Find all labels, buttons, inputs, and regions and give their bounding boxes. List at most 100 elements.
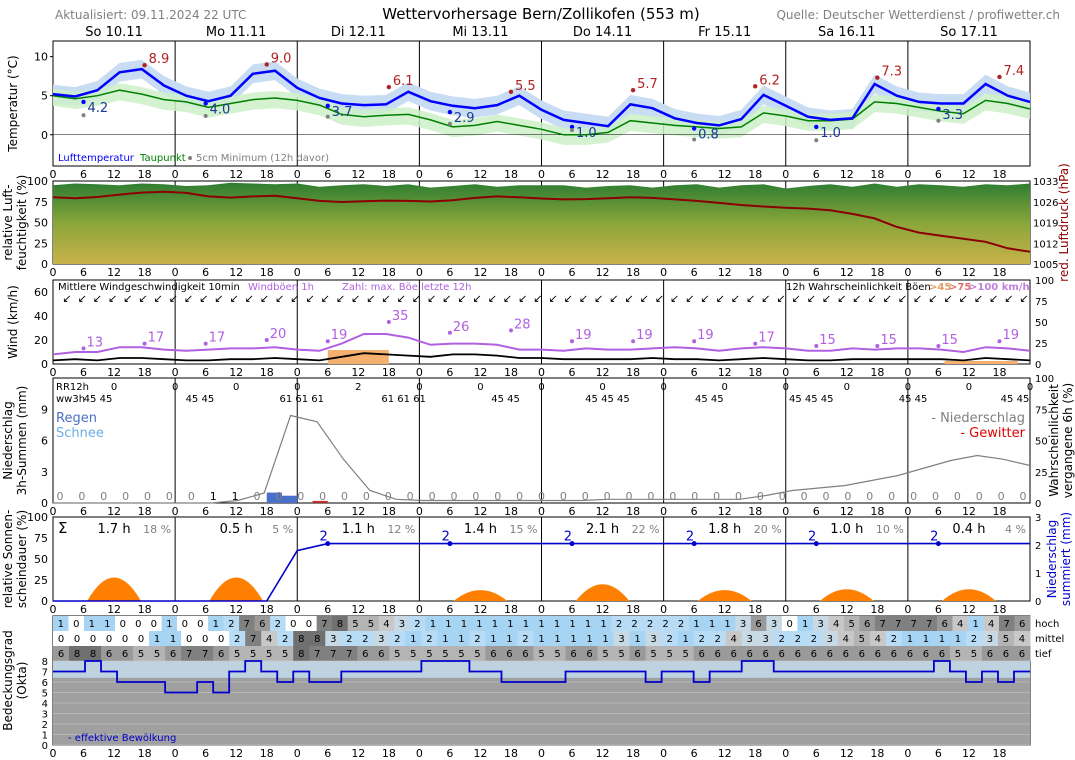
cloud-cell-value: 0: [151, 619, 157, 630]
tmax-point: [264, 62, 269, 67]
cloud-cell: [874, 616, 891, 631]
cloud-cell: [453, 646, 470, 661]
hour-tick-label: 12: [107, 266, 121, 279]
hour-tick-label: 6: [813, 366, 820, 379]
wind-direction-arrow: ↙: [427, 292, 436, 305]
ww3h-value: 45 45: [899, 394, 928, 405]
tmax-point: [142, 63, 147, 68]
cloud-cell: [581, 631, 599, 646]
wind-direction-arrow: ↙: [138, 292, 147, 305]
min5cm-point: [814, 138, 819, 143]
precip-bar-label: 0: [100, 490, 107, 503]
y-axis-label: Wind (km/h): [6, 285, 20, 359]
cloud-cell-value: 6: [907, 649, 913, 660]
cloud-cell-value: 1: [602, 634, 608, 645]
hour-tick-label: 6: [935, 603, 942, 616]
hour-tick-label: 6: [446, 505, 453, 518]
hour-tick-label: 0: [50, 603, 57, 616]
cloud-cell-value: 6: [755, 619, 761, 630]
hour-tick-label: 12: [962, 366, 976, 379]
precip-bar-label: 0: [429, 490, 436, 503]
y-tick-label: 1: [42, 731, 48, 742]
hour-tick-label: 18: [748, 168, 762, 181]
wind-direction-arrow: ↙: [1019, 292, 1028, 305]
hour-tick-label: 6: [813, 747, 820, 760]
precip-bar-label: 0: [976, 490, 983, 503]
cloud-cell-value: 6: [843, 649, 849, 660]
wind-direction-arrow: ↙: [564, 292, 573, 305]
hour-tick-label: 6: [569, 266, 576, 279]
cloud-cell-value: 6: [1003, 649, 1009, 660]
hour-tick-label: 6: [691, 266, 698, 279]
cloud-cell: [378, 616, 395, 631]
cloud-cell-value: 6: [58, 649, 64, 660]
cloud-cell-value: 2: [971, 634, 977, 645]
cloud-cell: [869, 646, 887, 661]
hour-tick-label: 0: [172, 366, 179, 379]
y-tick-label: 7: [42, 668, 48, 679]
tmin-label: 0.8: [698, 128, 719, 143]
min5cm-point: [203, 114, 208, 118]
cloud-cell: [837, 646, 855, 661]
y-right-axis-label: Wahrscheinlichkeit: [1047, 384, 1061, 497]
hour-tick-label: 6: [202, 366, 209, 379]
hour-tick-label: 6: [813, 266, 820, 279]
hour-tick-label: 0: [294, 747, 301, 760]
legend-thunder: - Gewitter: [960, 426, 1025, 441]
gust-max-point: [936, 344, 941, 348]
cloud-cell-value: 3: [330, 634, 336, 645]
cloud-row-label: tief: [1035, 649, 1052, 660]
cloud-cell-value: 0: [182, 619, 188, 630]
cloud-cell-value: 6: [570, 649, 576, 660]
y-tick-label: 25: [34, 237, 48, 250]
cloud-cell-value: 7: [244, 619, 250, 630]
hour-tick-label: 0: [782, 168, 789, 181]
cloud-cell: [501, 646, 518, 661]
cloud-cell: [725, 646, 743, 661]
hour-tick-label: 18: [748, 266, 762, 279]
cloud-cell: [917, 646, 935, 661]
y-right-tick-label: 25: [1035, 468, 1048, 479]
precip-probability-line: [53, 414, 1031, 504]
cloud-cell-value: 1: [554, 619, 560, 630]
y-axis-label: relative Luft-: [1, 184, 15, 260]
gust-max-point: [753, 341, 758, 346]
precip-bar-label: 0: [385, 490, 392, 503]
rr12h-value: 0: [172, 382, 178, 393]
cloud-cell: [565, 646, 583, 661]
min5cm-point: [936, 118, 941, 123]
gust-max-point: [203, 341, 208, 346]
cloud-cell-value: 6: [811, 649, 817, 660]
gust-max-point: [508, 328, 513, 333]
cloud-cell-value: 3: [650, 634, 656, 645]
rr12h-value: 0: [783, 382, 789, 393]
hour-tick-label: 12: [351, 168, 365, 181]
cloud-cell-value: 1: [458, 634, 464, 645]
cloud-cell: [99, 616, 116, 631]
hour-tick-label: 18: [870, 168, 884, 181]
hour-tick-label: 6: [691, 747, 698, 760]
cloud-cell: [421, 631, 438, 646]
cloud-cell: [965, 631, 983, 646]
cloud-cell: [693, 631, 711, 646]
hour-tick-label: 12: [718, 603, 732, 616]
y-right-tick-label: 1005: [1033, 260, 1058, 271]
precip-cumulative-label: 2: [686, 530, 694, 545]
hour-tick-label: 12: [596, 603, 610, 616]
cloud-cell: [245, 646, 262, 661]
day-label: Sa 16.11: [818, 25, 876, 40]
hour-tick-label: 0: [50, 168, 57, 181]
hour-tick-label: 12: [107, 366, 121, 379]
hour-tick-label: 0: [660, 603, 667, 616]
cloud-cell: [293, 631, 310, 646]
precip-cumulative-line: [53, 542, 1030, 602]
hour-tick-label: 6: [202, 603, 209, 616]
wind-direction-arrow: ↙: [548, 292, 557, 305]
cloud-cell-value: 3: [763, 634, 769, 645]
cloud-cell: [741, 631, 759, 646]
hour-tick-label: 12: [718, 266, 732, 279]
cloud-cell-value: 6: [122, 649, 128, 660]
cloud-cell-value: 8: [298, 649, 304, 660]
cloud-cell-value: 4: [843, 634, 849, 645]
